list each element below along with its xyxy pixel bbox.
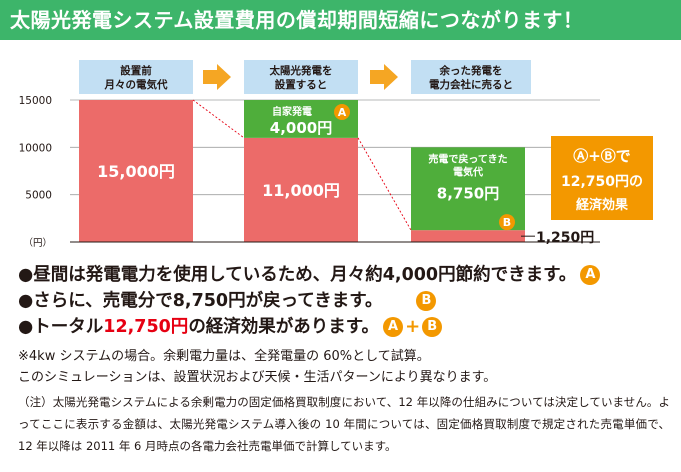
bar-after-install	[244, 137, 358, 242]
arrow-right-icon	[203, 64, 231, 90]
bar-value-label: 11,000円	[262, 181, 340, 200]
badge-a-icon: A	[383, 317, 404, 337]
bar-after-selling	[411, 230, 525, 242]
badge-b-icon: B	[422, 317, 443, 337]
bar-value-label: 1,250円	[536, 230, 594, 246]
note-2: このシミュレーションは、設置状況および天候・生活パターンにより異なります。	[18, 370, 497, 385]
bar-before	[79, 100, 193, 242]
connector-line	[357, 137, 412, 231]
stack-value-label: 8,750円	[437, 184, 499, 202]
category-header-box	[411, 60, 531, 94]
summary-box	[551, 136, 653, 220]
badge-b-letter: B	[503, 216, 511, 229]
badge-a-icon: A	[580, 265, 601, 285]
stack-title-label: 自家発電	[272, 105, 312, 118]
summary-line-3: 経済効果	[576, 197, 628, 213]
summary-line-2: 12,750円の	[561, 174, 643, 190]
badge-a-letter: A	[338, 106, 347, 119]
note-3: （注）太陽光発電システムによる余剰電力の固定価格買取制度において、12 年以降の…	[18, 395, 670, 453]
bullet-1: ●昼間は発電電力を使用しているため、月々約4,000円節約できます。 A	[18, 262, 678, 288]
category-label: 太陽光発電を設置すると	[269, 64, 333, 91]
bullet-list: ●昼間は発電電力を使用しているため、月々約4,000円節約できます。 A ●さら…	[18, 262, 678, 340]
y-tick-label: 10000	[19, 142, 52, 154]
summary-line-1: Ⓐ+Ⓑで	[573, 147, 631, 165]
badge-b-icon: B	[416, 291, 437, 311]
badge-b-icon	[499, 214, 515, 231]
stack-title-label: 売電で戻ってきた電気代	[428, 152, 507, 178]
bullet-3-amount: 12,750円	[103, 317, 189, 337]
bar-chart: 設置前月々の電気代 太陽光発電を設置すると 余った発電を電力会社に売ると 15000 1…	[19, 60, 653, 249]
arrow-right-icon	[370, 64, 398, 90]
bar-value-label: 15,000円	[97, 162, 175, 181]
badge-a-icon	[334, 104, 350, 120]
page-title: 太陽光発電システム設置費用の償却期間短縮につながります！	[0, 0, 681, 40]
category-header-box	[79, 60, 193, 94]
bullet-3-prefix: ●トータル	[18, 317, 104, 337]
category-header-box	[244, 60, 358, 94]
category-label: 余った発電を電力会社に売ると	[429, 64, 513, 91]
bullet-2-text: ●さらに、売電分で8,750円が戻ってきます。	[18, 291, 383, 311]
bullet-2: ●さらに、売電分で8,750円が戻ってきます。 B	[18, 288, 678, 314]
notes: ※4kw システムの場合。余剰電力量は、全発電量の 60%として試算。 このシミ…	[18, 346, 670, 457]
note-1: ※4kw システムの場合。余剰電力量は、全発電量の 60%として試算。	[18, 349, 430, 364]
category-label: 設置前月々の電気代	[104, 64, 168, 91]
plus-sign: +	[405, 316, 421, 337]
bullet-3: ●トータル 12,750円 の経済効果があります。 A + B	[18, 314, 678, 340]
connector-line	[192, 99, 245, 139]
y-tick-label: 15000	[19, 95, 52, 107]
stack-value-label: 4,000円	[270, 119, 332, 137]
y-tick-label: 5000	[25, 190, 52, 202]
bullet-1-text: ●昼間は発電電力を使用しているため、月々約4,000円節約できます。	[18, 265, 577, 285]
bullet-3-suffix: の経済効果があります。	[188, 317, 380, 337]
y-unit-label: （円）	[23, 237, 52, 249]
